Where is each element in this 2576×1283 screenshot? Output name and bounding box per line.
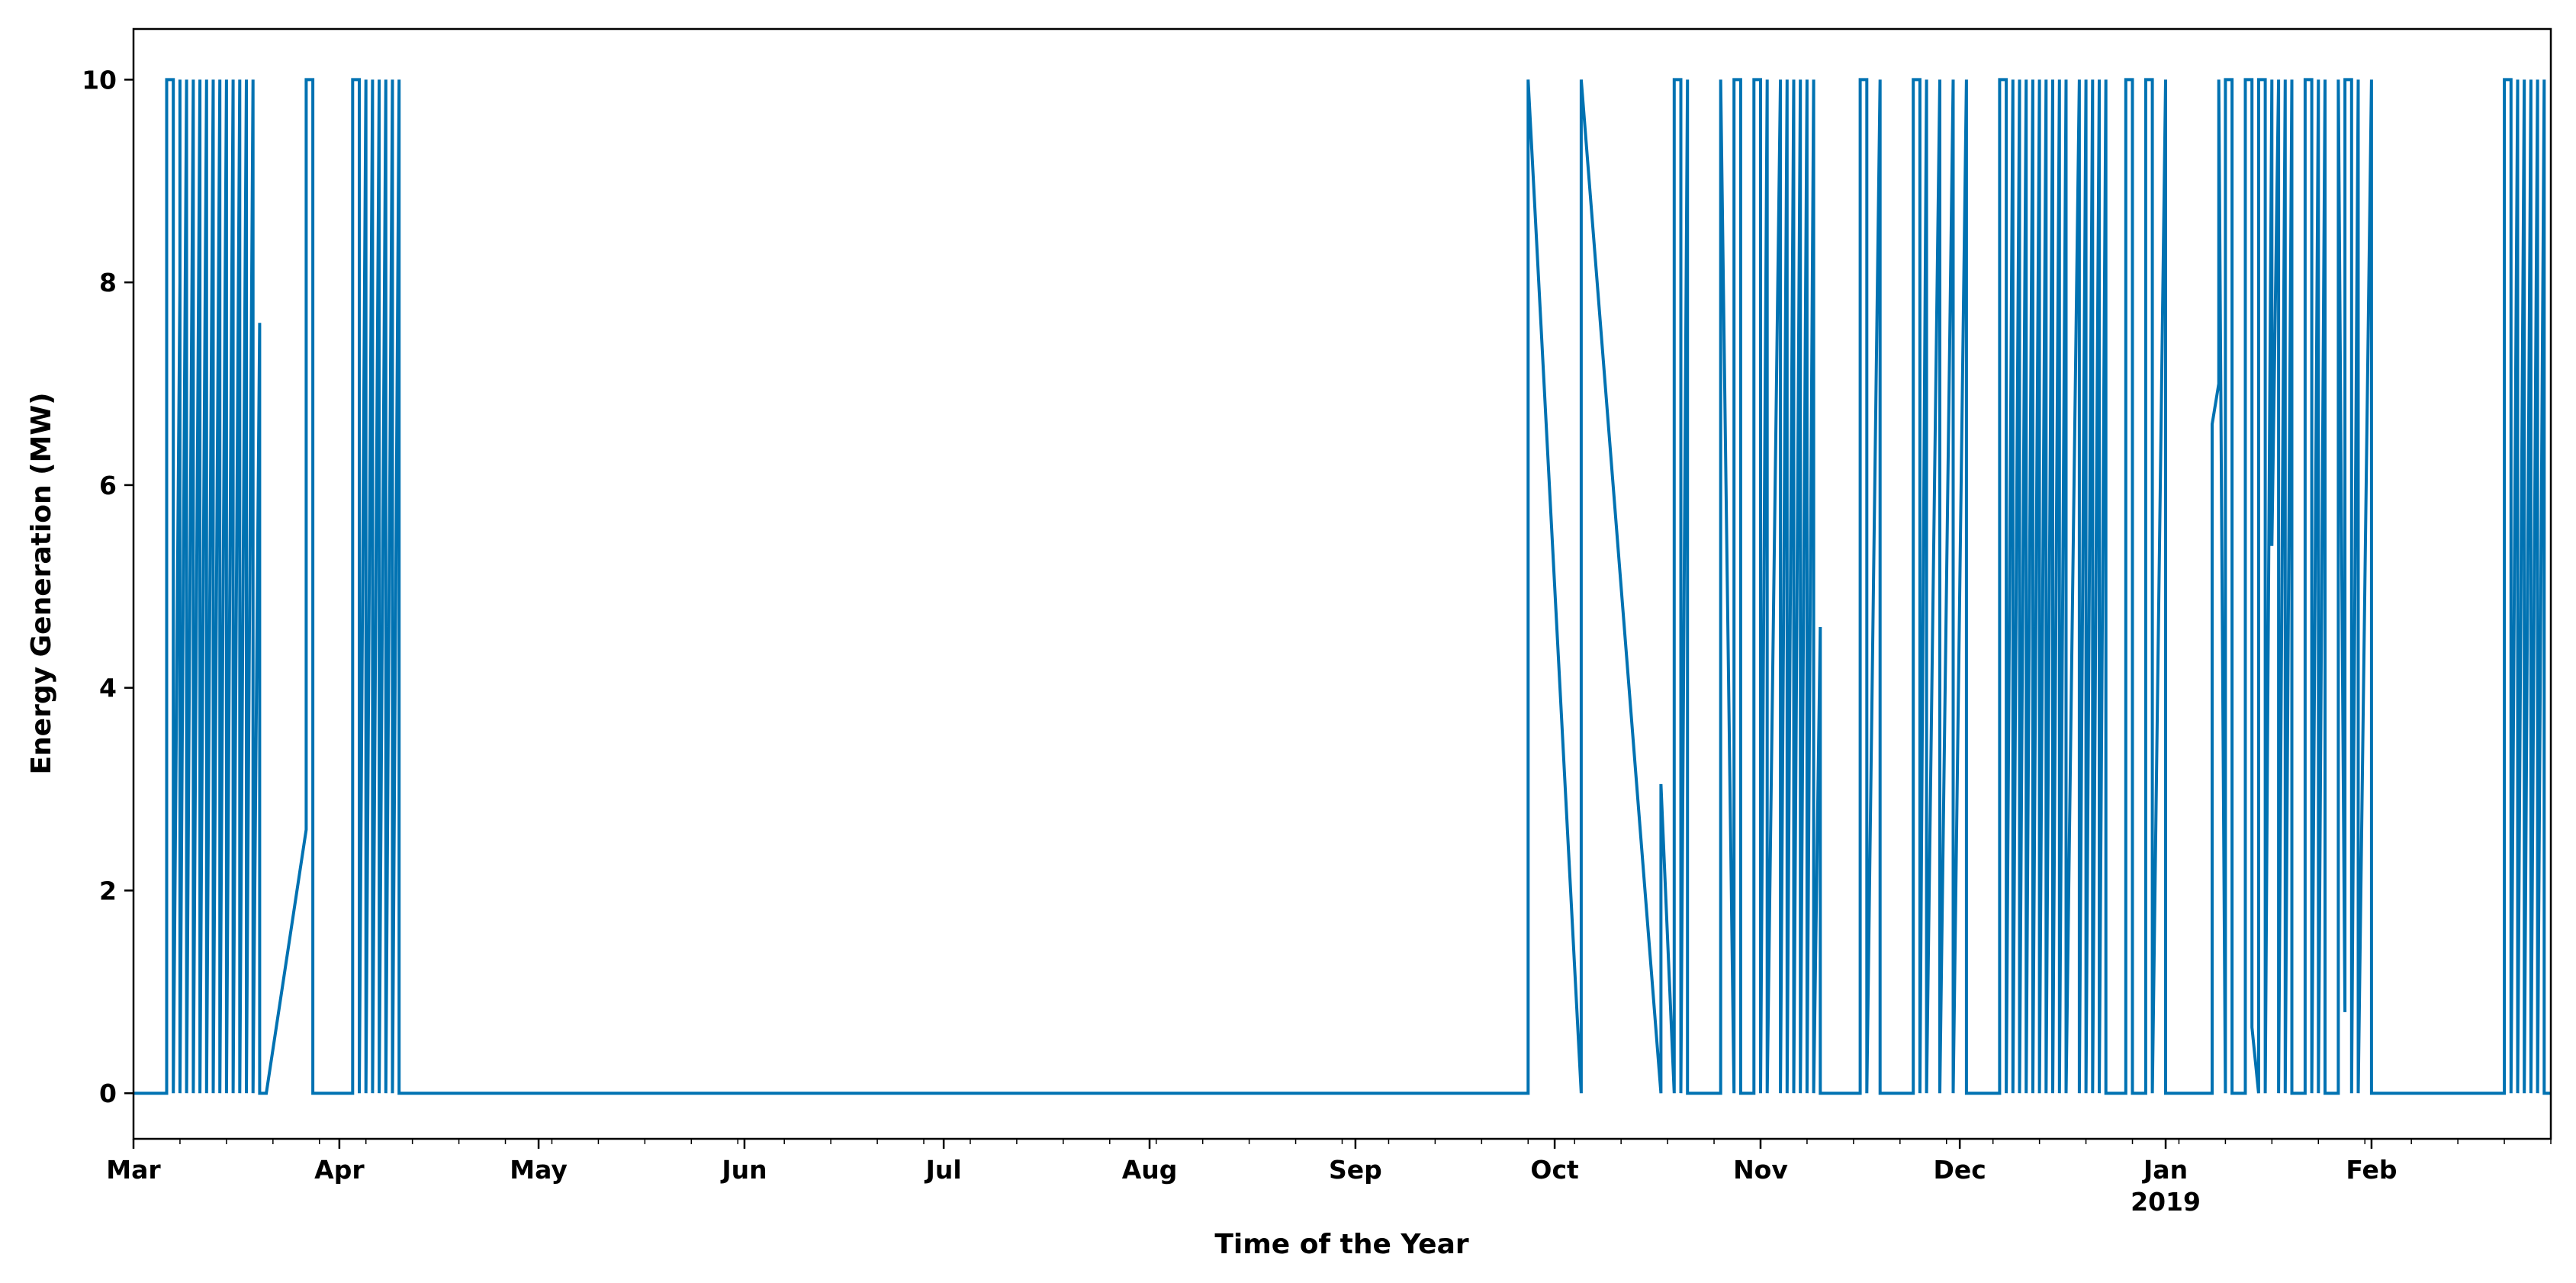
x-tick-sublabel: 2019 bbox=[2131, 1187, 2201, 1217]
x-tick-label: Apr bbox=[314, 1155, 365, 1185]
y-tick-label: 2 bbox=[99, 876, 117, 905]
y-tick-label: 10 bbox=[82, 65, 117, 95]
x-axis-title: Time of the Year bbox=[1214, 1229, 1469, 1260]
x-tick-label: Mar bbox=[106, 1155, 161, 1185]
x-tick-label: Aug bbox=[1122, 1155, 1178, 1185]
x-tick-label: Jun bbox=[720, 1155, 767, 1185]
plot-frame bbox=[132, 27, 2552, 1140]
y-tick-label: 4 bbox=[99, 674, 117, 703]
plot-layer bbox=[133, 78, 2551, 1095]
x-tick-label: Jan bbox=[2142, 1155, 2188, 1185]
x-tick-label: Dec bbox=[1933, 1155, 1986, 1185]
y-tick-label: 8 bbox=[99, 268, 117, 297]
x-tick-label: Feb bbox=[2346, 1155, 2397, 1185]
x-tick-label: Nov bbox=[1733, 1155, 1788, 1185]
x-tick-label: May bbox=[510, 1155, 568, 1185]
y-tick-label: 6 bbox=[99, 471, 117, 500]
x-tick-label: Oct bbox=[1530, 1155, 1579, 1185]
x-tick-label: Jul bbox=[925, 1155, 962, 1185]
series-line-0 bbox=[133, 78, 2551, 1095]
y-tick-label: 0 bbox=[99, 1079, 117, 1108]
x-tick-label: Sep bbox=[1329, 1155, 1382, 1185]
axis-layer: 0 2 4 6 8 10 Mar Apr May Jun Jul Aug Sep Oct Nov Dec Jan… bbox=[82, 65, 2552, 1217]
y-axis-title: Energy Generation (MW) bbox=[26, 392, 57, 774]
